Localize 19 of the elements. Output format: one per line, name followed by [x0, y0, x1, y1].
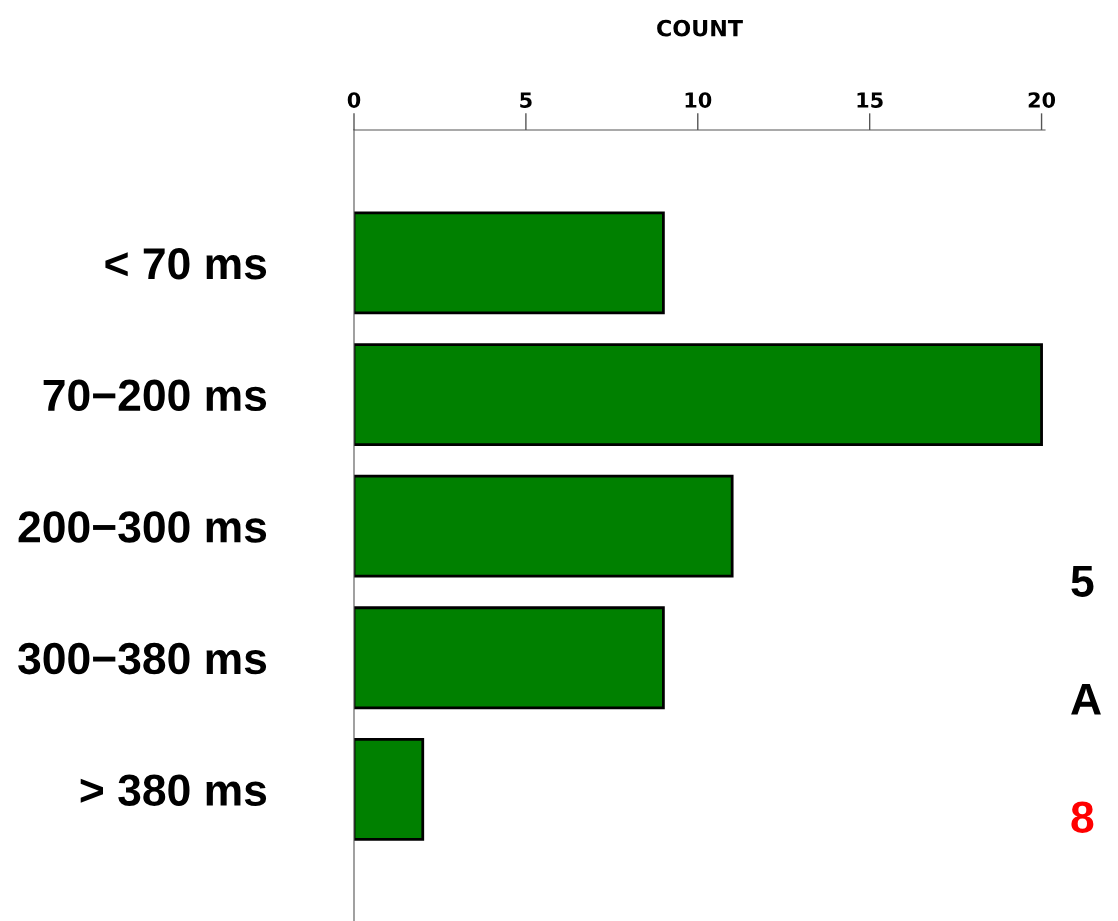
text: A	[1071, 683, 1101, 715]
bar	[354, 737, 425, 841]
x-axis-title: COUNT	[657, 19, 743, 37]
bar	[354, 474, 734, 578]
text: 8	[1071, 801, 1094, 833]
x-tick-label: 0	[347, 92, 361, 108]
x-tick-label: 5	[520, 92, 532, 108]
x-tick-label: 10	[685, 92, 712, 108]
bar	[354, 211, 665, 315]
y-tick-label: 300−380 ms	[18, 642, 267, 675]
text: 5	[1071, 565, 1094, 597]
y-tick-label: > 380 ms	[80, 774, 267, 806]
bar	[354, 343, 1043, 446]
y-tick-label: 70−200 ms	[43, 379, 267, 412]
y-tick-label: < 70 ms	[105, 248, 267, 280]
bar	[354, 606, 665, 710]
x-tick-label: 20	[1028, 92, 1056, 108]
y-tick-label: 200−300 ms	[18, 511, 267, 543]
x-tick-label: 15	[857, 92, 883, 108]
